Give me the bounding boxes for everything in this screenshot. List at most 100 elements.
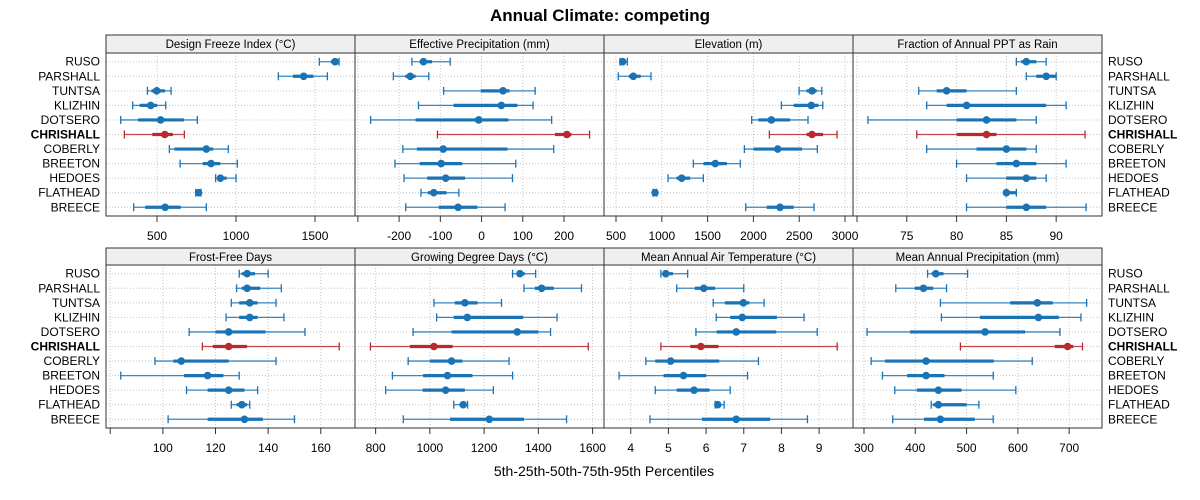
interval-parshall — [1025, 72, 1057, 81]
median-point — [516, 269, 524, 278]
interval-breeton — [955, 159, 1067, 168]
interval-breece — [402, 415, 568, 424]
station-label-right: BREECE — [1108, 412, 1157, 426]
interval-breeton — [394, 159, 517, 168]
interval-coberly — [926, 145, 1037, 154]
median-point — [1042, 72, 1051, 81]
interval-ruso — [318, 57, 340, 66]
interval-klizhin — [926, 101, 1067, 110]
interval-chrishall — [916, 130, 1086, 139]
x-tick-label: 800 — [366, 441, 386, 455]
interval-parshall — [617, 72, 652, 81]
median-point — [711, 159, 720, 168]
panel-mean-annual-precipitation-mm: Mean Annual Precipitation (mm) 300 400 500 6… — [852, 247, 1103, 455]
interval-klizhin — [780, 101, 824, 110]
interval-breeton — [618, 371, 749, 380]
median-point — [245, 299, 254, 307]
x-tick-label: 500 — [606, 229, 626, 243]
median-point — [161, 203, 169, 212]
interval-breeton — [692, 159, 741, 168]
interval-hedoes — [185, 386, 259, 395]
median-point — [224, 342, 233, 351]
median-point — [437, 159, 445, 168]
x-tick-label: 100 — [153, 441, 173, 455]
interval-parshall — [392, 72, 430, 81]
panel-border — [852, 264, 1103, 429]
interval-coberly — [645, 357, 760, 366]
station-label-right: BREECE — [1108, 200, 1157, 214]
x-tick-label: 1500 — [694, 229, 721, 243]
interval-tuntsa — [712, 298, 765, 307]
station-label-left: PARSHALL — [38, 281, 100, 295]
median-point — [202, 145, 211, 153]
median-point — [922, 371, 930, 380]
station-label-left: DOTSERO — [41, 113, 100, 127]
x-tick-label: 100 — [513, 229, 533, 243]
median-point — [240, 415, 249, 424]
station-label-left: RUSO — [65, 55, 100, 69]
median-point — [406, 72, 415, 81]
interval-dotsero — [188, 327, 306, 336]
median-point — [1033, 299, 1042, 307]
median-point — [697, 342, 705, 351]
station-label-right: CHRISHALL — [1108, 128, 1177, 142]
station-label-left: HEDOES — [49, 383, 100, 397]
station-label-left: KLIZHIN — [54, 310, 100, 324]
station-label-left: BREECE — [51, 200, 100, 214]
interval-ruso — [411, 57, 451, 66]
interval-breeton — [120, 371, 240, 380]
median-point — [618, 57, 627, 66]
interval-ruso — [618, 57, 628, 66]
median-point — [919, 284, 928, 293]
interval-parshall — [676, 284, 745, 293]
x-tick-label: 120 — [205, 441, 225, 455]
median-point — [146, 101, 155, 110]
median-point — [661, 269, 670, 278]
x-tick-label: 6 — [703, 441, 710, 455]
x-tick-label: 140 — [258, 441, 278, 455]
median-point — [1002, 145, 1011, 153]
interval-tuntsa — [939, 298, 1088, 307]
interval-chrishall — [123, 130, 186, 139]
panel-title: Fraction of Annual PPT as Rain — [897, 39, 1057, 51]
median-point — [331, 57, 339, 66]
median-point — [629, 72, 638, 81]
station-label-right: RUSO — [1108, 55, 1143, 69]
station-label-right: BREETON — [1108, 369, 1166, 383]
interval-parshall — [523, 284, 583, 293]
interval-klizhin — [940, 313, 1082, 322]
interval-breeton — [179, 159, 238, 168]
station-label-right: PARSHALL — [1108, 281, 1170, 295]
interval-chrishall — [369, 342, 589, 351]
station-label-right: CHRISHALL — [1108, 340, 1177, 354]
station-label-right: PARSHALL — [1108, 69, 1170, 83]
interval-flathead — [453, 400, 469, 409]
median-point — [152, 87, 161, 95]
interval-breece — [745, 203, 815, 212]
median-point — [732, 328, 741, 336]
interval-dotsero — [412, 327, 552, 336]
median-point — [461, 299, 469, 307]
x-tick-label: 1400 — [525, 441, 552, 455]
interval-hedoes — [214, 174, 237, 183]
median-point — [454, 203, 462, 212]
median-point — [430, 342, 438, 351]
panel-fraction-of-annual-ppt-as-rain: Fraction of Annual PPT as Rain 75 80 85 90 — [852, 34, 1103, 243]
median-point — [429, 188, 438, 197]
panel-title: Frost-Free Days — [189, 252, 272, 264]
median-point — [1002, 188, 1011, 197]
interval-chrishall — [660, 342, 838, 351]
interval-dotsero — [867, 115, 1037, 124]
station-label-right: COBERLY — [1108, 142, 1164, 156]
station-label-right: RUSO — [1108, 267, 1143, 281]
median-point — [463, 313, 472, 322]
x-tick-label: 9 — [816, 441, 823, 455]
station-label-left: FLATHEAD — [38, 186, 100, 200]
median-point — [238, 400, 246, 409]
x-tick-label: 500 — [957, 441, 977, 455]
station-label-right: DOTSERO — [1108, 113, 1167, 127]
x-tick-label: 300 — [854, 441, 874, 455]
x-tick-label: 400 — [905, 441, 925, 455]
median-point — [474, 116, 483, 124]
